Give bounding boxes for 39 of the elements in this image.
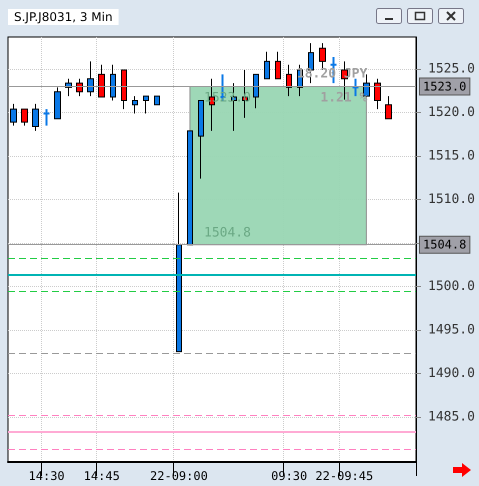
candlestick — [87, 60, 94, 97]
y-tick-label: 1495.0 — [428, 322, 475, 338]
y-tick-label: 1520.0 — [428, 105, 475, 120]
y-tick-label: 1490.0 — [428, 366, 475, 381]
y-tick-label: 1510.0 — [428, 192, 475, 208]
y-tick-label: 1485.0 — [428, 409, 475, 424]
candlestick — [154, 96, 160, 106]
x-tick-label: 22-09:45 — [315, 469, 374, 483]
candlestick — [110, 64, 116, 101]
candlestick — [275, 51, 281, 80]
candlestick — [98, 64, 105, 98]
candlestick — [76, 78, 83, 97]
candlestick — [374, 78, 381, 110]
y-tick-label: 1500.0 — [428, 278, 475, 294]
candlestick — [10, 103, 17, 126]
x-tick-label: 14:45 — [84, 469, 120, 483]
x-tick-label: 22-09:00 — [150, 469, 208, 483]
candlestick — [42, 108, 50, 127]
y-tick-label: 1525.0 — [428, 62, 475, 77]
candlestick — [54, 86, 61, 120]
candlestick — [121, 70, 127, 110]
candlestick — [187, 130, 193, 246]
candlestick — [264, 51, 270, 80]
candlestick — [253, 74, 259, 109]
candlestick — [352, 78, 360, 98]
candlestick — [21, 108, 28, 126]
ref-line-label: 1523.0 — [423, 80, 466, 94]
candlestick — [286, 64, 292, 97]
candlestick — [132, 96, 138, 114]
ref-line-label: 1504.8 — [423, 238, 466, 252]
chart-title: S.JP.J8031, 3 Min — [14, 10, 113, 24]
candlestick — [32, 103, 39, 132]
candlestick — [176, 192, 182, 352]
candlestick — [198, 100, 204, 180]
x-tick-label: 14:30 — [28, 469, 65, 483]
x-tick-label: 09:30 — [271, 469, 308, 483]
y-tick-label: 1515.0 — [428, 148, 475, 164]
candlestick — [143, 96, 149, 114]
candlestick — [385, 96, 392, 120]
